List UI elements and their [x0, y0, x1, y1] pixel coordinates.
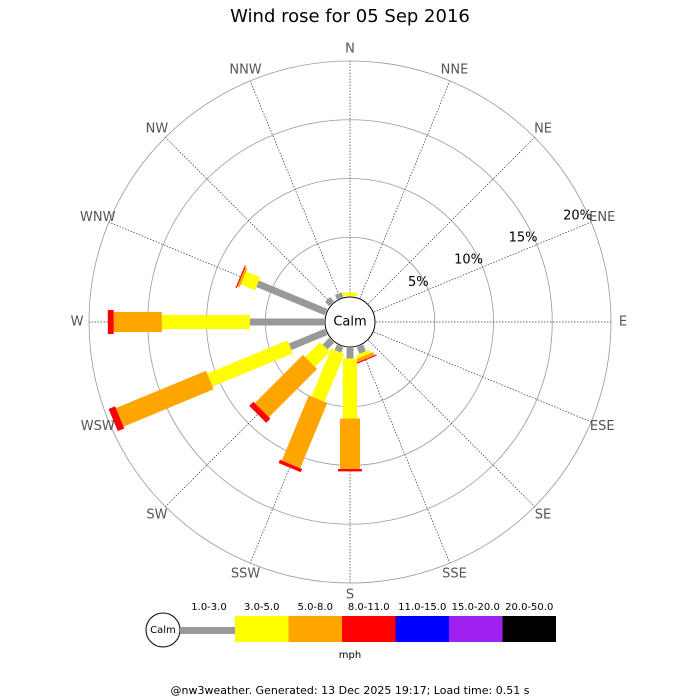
legend-swatch	[449, 616, 503, 642]
direction-label: ESE	[590, 419, 615, 434]
chart-title: Wind rose for 05 Sep 2016	[230, 6, 470, 27]
legend: Calm 1.0-3.0 3.0-5.0 5.0-8.0 8.0-11.0 11.0-1…	[145, 602, 556, 648]
legend-label: 8.0-11.0	[348, 602, 390, 613]
direction-line	[368, 340, 535, 507]
bar-segment	[235, 265, 246, 289]
legend-calm-label: Calm	[150, 625, 176, 636]
bar-segment	[288, 328, 328, 351]
legend-label: 20.0-50.0	[505, 602, 553, 613]
direction-label: NE	[534, 121, 552, 136]
direction-line	[249, 80, 341, 299]
direction-label: S	[346, 588, 354, 603]
direction-line	[359, 345, 451, 564]
calm-circle	[324, 296, 376, 348]
bar-segment	[237, 267, 248, 288]
direction-label: NNE	[441, 62, 469, 77]
bar-segment	[356, 344, 366, 354]
bar-segment	[356, 349, 371, 359]
legend-swatch	[342, 616, 396, 642]
bar-segment	[322, 337, 335, 350]
legend-label: 5.0-8.0	[298, 602, 333, 613]
bar-segment	[354, 354, 377, 365]
bar-segment	[281, 395, 328, 469]
bar-segment	[338, 469, 362, 472]
legend-label: 3.0-5.0	[244, 602, 279, 613]
bar-segment	[346, 348, 354, 359]
legend-label: 1.0-3.0	[191, 602, 226, 613]
legend-swatch	[502, 616, 556, 642]
bar-segment	[278, 459, 303, 473]
direction-line	[165, 137, 332, 304]
bar-segment	[161, 315, 250, 329]
direction-label: W	[71, 315, 84, 330]
bar-segment	[113, 312, 162, 332]
direction-label: SE	[535, 508, 551, 523]
direction-label: SW	[146, 508, 167, 523]
legend-swatch	[235, 616, 289, 642]
bar-segment	[108, 406, 125, 432]
ring-label: 15%	[509, 231, 538, 246]
direction-line	[373, 221, 592, 313]
footer: @nw3weather. Generated: 13 Dec 2025 19:1…	[171, 684, 530, 697]
bar-segment	[249, 401, 271, 423]
direction-label: SSE	[442, 567, 467, 582]
direction-label: E	[619, 315, 627, 330]
bar-segment	[115, 370, 214, 427]
legend-label: 15.0-20.0	[452, 602, 500, 613]
bar-segment	[343, 292, 357, 296]
bar-segment	[324, 296, 335, 307]
bar-segment	[354, 351, 375, 363]
direction-label: WSW	[81, 419, 115, 434]
direction-line	[368, 137, 535, 304]
direction-line	[373, 331, 592, 423]
direction-label: NW	[146, 121, 169, 136]
ring-label: 10%	[454, 253, 483, 268]
direction-label: WNW	[80, 210, 116, 225]
legend-swatch	[180, 627, 235, 634]
bar-segment	[334, 344, 344, 353]
legend-units: mph	[339, 650, 361, 661]
bar-segment	[256, 280, 328, 316]
bar-segment	[343, 358, 357, 419]
ring-label: 20%	[563, 209, 592, 224]
bar-segment	[249, 318, 324, 326]
bar-segment	[335, 292, 344, 300]
bar-segment	[340, 418, 360, 470]
direction-line	[359, 80, 451, 299]
bar-segment	[254, 354, 318, 418]
calm-label: Calm	[333, 315, 366, 330]
bar-segment	[311, 348, 345, 402]
direction-label: NNW	[229, 62, 261, 77]
legend-label: 11.0-15.0	[398, 602, 446, 613]
ring-label: 5%	[408, 275, 429, 290]
direction-label: ENE	[589, 210, 615, 225]
bar-segment	[305, 342, 330, 367]
direction-label: N	[345, 42, 355, 57]
bar-segment	[107, 310, 114, 334]
bar-segment	[240, 271, 261, 291]
legend-swatch	[288, 616, 342, 642]
bars	[107, 265, 377, 473]
bar-segment	[207, 340, 293, 387]
direction-label: SSW	[231, 567, 261, 582]
legend-swatch	[395, 616, 449, 642]
